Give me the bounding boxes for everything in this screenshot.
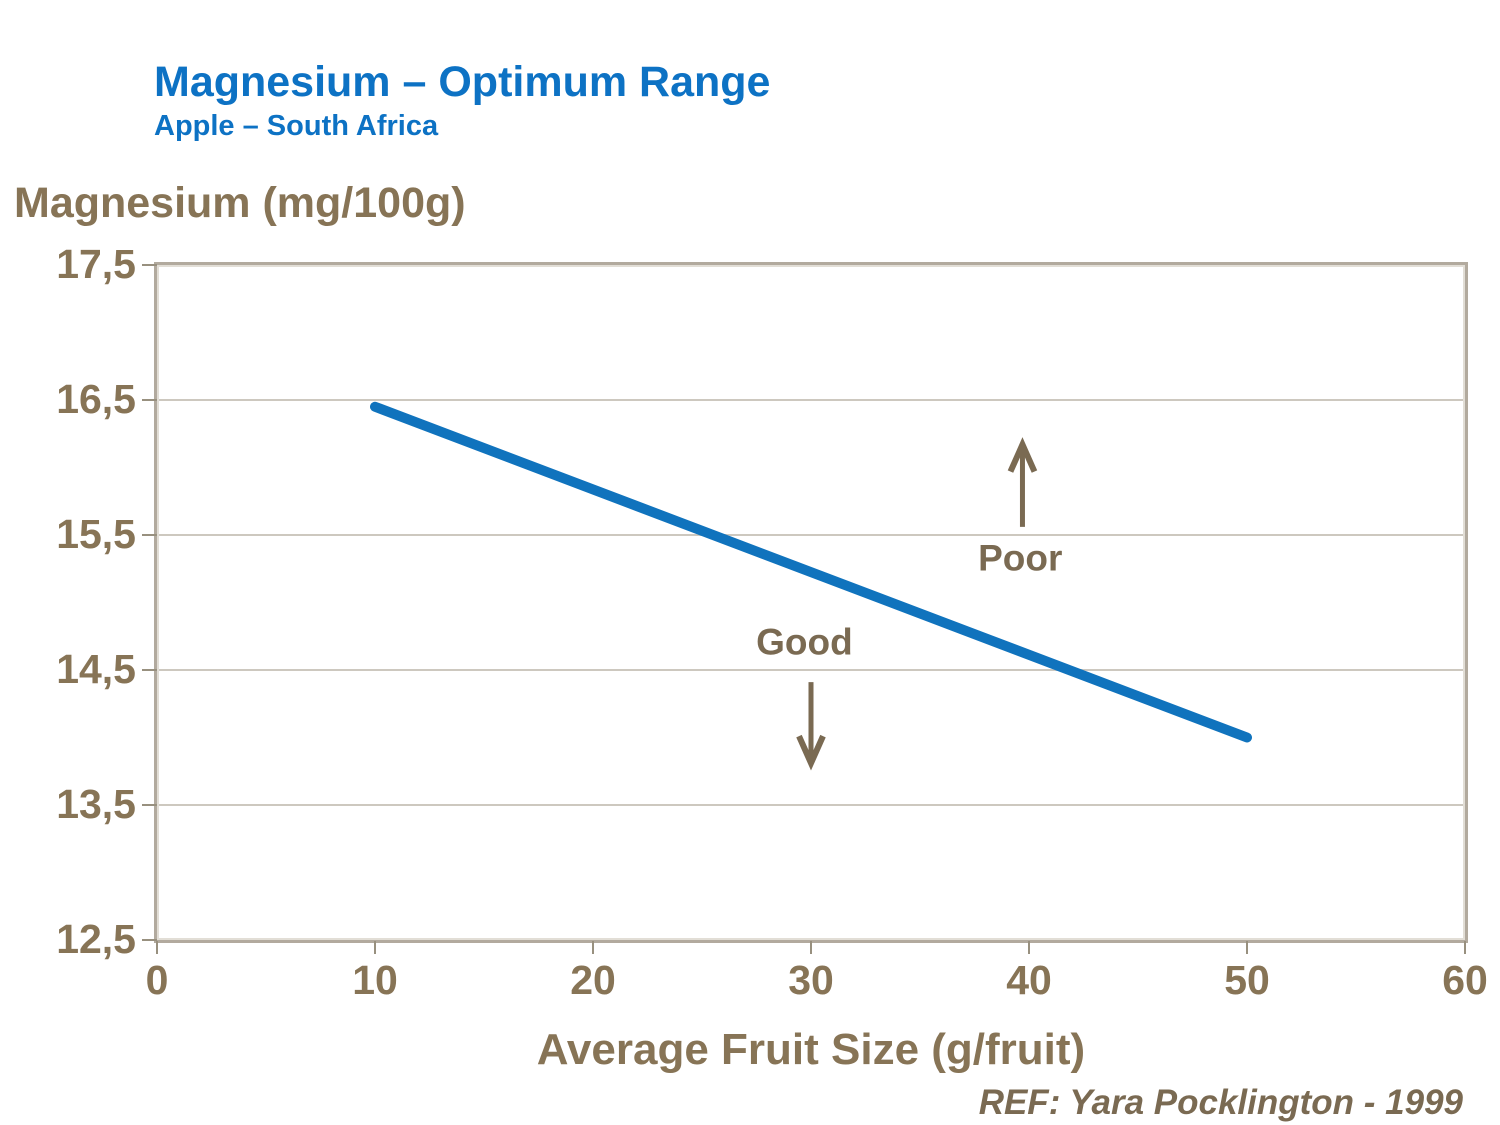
x-tick-label: 50	[1224, 957, 1270, 1003]
x-tick-mark	[1028, 941, 1030, 954]
annotation-poor-label: Poor	[978, 537, 1063, 579]
annotation-good-label: Good	[756, 621, 853, 663]
y-tick-label: 15,5	[56, 511, 136, 557]
x-tick-mark	[374, 941, 376, 954]
y-tick-mark	[142, 399, 157, 401]
x-tick-mark	[1246, 941, 1248, 954]
y-tick-mark	[142, 264, 157, 266]
x-tick-label: 0	[145, 957, 169, 1003]
page-title: Magnesium – Optimum Range	[154, 58, 771, 106]
x-tick-mark	[592, 941, 594, 954]
y-tick-label: 13,5	[56, 781, 136, 827]
x-tick-label: 20	[570, 957, 616, 1003]
y-tick-mark	[142, 804, 157, 806]
x-axis-title: Average Fruit Size (g/fruit)	[536, 1025, 1086, 1074]
x-tick-label: 10	[352, 957, 398, 1003]
gridline-y-16,5	[157, 399, 1465, 401]
y-tick-label: 12,5	[56, 916, 136, 962]
y-axis-title: Magnesium (mg/100g)	[14, 179, 466, 227]
reference-text: REF: Yara Pocklington - 1999	[978, 1083, 1463, 1122]
x-tick-label: 40	[1006, 957, 1052, 1003]
x-tick-label: 60	[1442, 957, 1488, 1003]
gridline-y-13,5	[157, 804, 1465, 806]
x-tick-mark	[810, 941, 812, 954]
page-subtitle: Apple – South Africa	[154, 110, 439, 142]
x-tick-label: 30	[788, 957, 834, 1003]
y-tick-label: 14,5	[56, 646, 136, 692]
y-tick-mark	[142, 669, 157, 671]
x-tick-mark	[1464, 941, 1466, 954]
plot-area	[154, 262, 1468, 943]
y-tick-mark	[142, 534, 157, 536]
y-tick-mark	[142, 939, 157, 941]
y-tick-label: 16,5	[56, 376, 136, 422]
y-tick-label: 17,5	[56, 241, 136, 287]
x-tick-mark	[156, 941, 158, 954]
